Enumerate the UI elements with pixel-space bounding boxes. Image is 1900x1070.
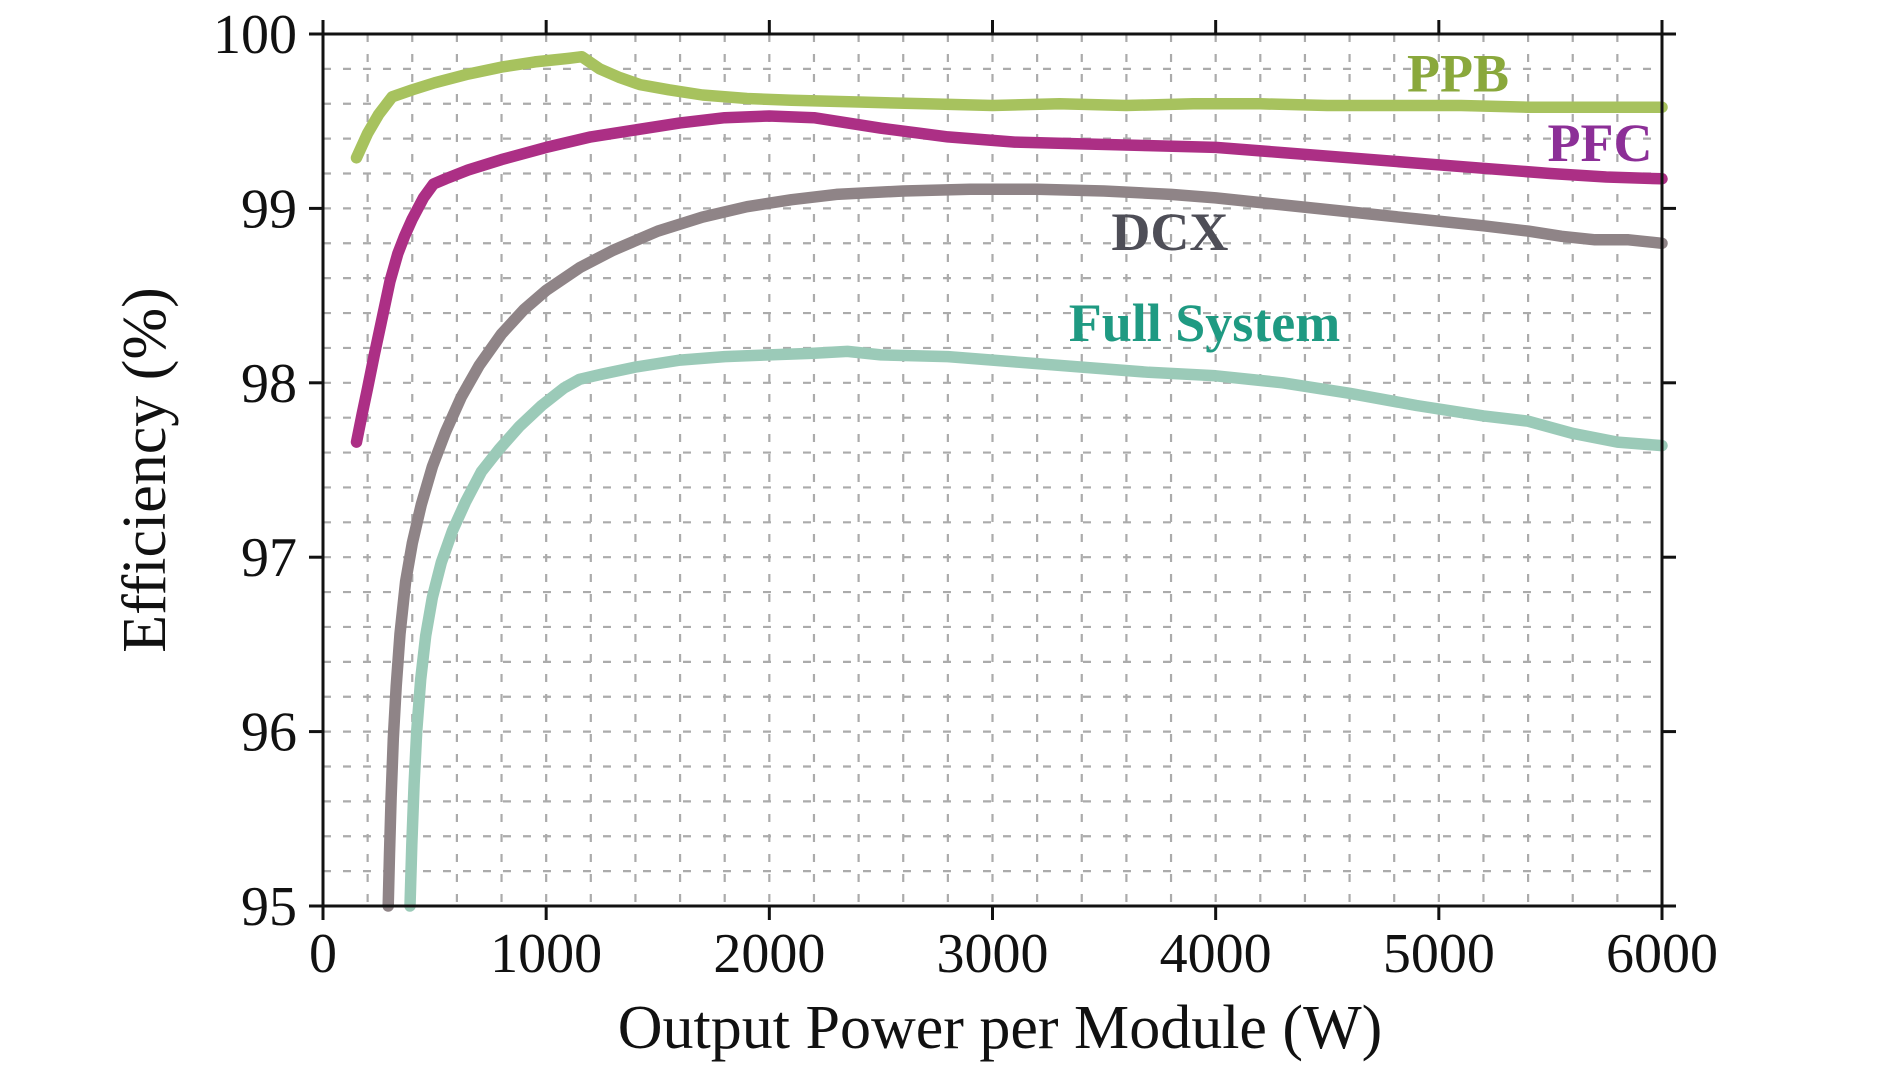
series-dcx-curve — [382, 183, 1668, 912]
x-tick-label: 6000 — [1606, 923, 1718, 985]
series-layer — [350, 50, 1668, 912]
y-axis-title: Efficiency (%) — [111, 287, 179, 653]
x-tick-label: 4000 — [1160, 923, 1272, 985]
x-tick-label: 5000 — [1383, 923, 1495, 985]
y-tick-label: 97 — [241, 527, 297, 589]
x-axis-title: Output Power per Module (W) — [618, 994, 1383, 1062]
series-pfc-curve — [350, 110, 1668, 448]
y-tick-label: 95 — [241, 876, 297, 938]
grid-layer — [323, 34, 1662, 906]
series-full-system-label: Full System — [1069, 293, 1341, 353]
x-tick-label: 1000 — [490, 923, 602, 985]
y-tick-label: 96 — [241, 702, 297, 764]
series-ppb-label: PPB — [1407, 43, 1509, 103]
tick-labels: 0 1000 2000 3000 4000 5000 6000 95 96 97 98 99 100 — [213, 4, 1718, 985]
series-full-system-curve — [404, 345, 1668, 912]
x-tick-label: 0 — [309, 923, 337, 985]
y-tick-label: 100 — [213, 4, 297, 66]
series-ppb-curve — [350, 50, 1668, 164]
series-pfc-label: PFC — [1547, 113, 1652, 173]
series-dcx-label: DCX — [1111, 202, 1228, 262]
plot-frame — [309, 20, 1676, 920]
y-tick-label: 99 — [241, 178, 297, 240]
series-labels: Full System DCX PFC PPB — [1069, 43, 1653, 352]
y-tick-label: 98 — [241, 353, 297, 415]
x-tick-label: 3000 — [937, 923, 1049, 985]
x-tick-label: 2000 — [713, 923, 825, 985]
